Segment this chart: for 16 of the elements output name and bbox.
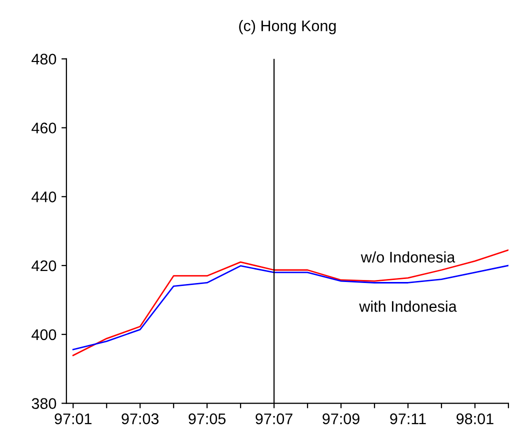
y-tick-label: 440 xyxy=(32,192,56,202)
x-tick-label: 97:07 xyxy=(256,413,292,424)
x-tick-label: 98:01 xyxy=(456,413,494,424)
x-tick-label: 97:01 xyxy=(54,413,92,424)
x-tick-label: 97:05 xyxy=(188,413,226,424)
y-tick-label: 460 xyxy=(32,122,56,134)
y-tick-label: 380 xyxy=(32,398,56,409)
series-label: w/o Indonesia xyxy=(360,251,456,263)
y-tick-label: 480 xyxy=(32,54,56,65)
series-label: with Indonesia xyxy=(359,300,457,312)
y-tick-label: 400 xyxy=(32,329,56,340)
x-tick-label: 97:09 xyxy=(322,413,360,424)
x-tick-label: 97:03 xyxy=(122,413,159,424)
chart-title: (c) Hong Kong xyxy=(239,20,336,34)
x-tick-label: 97:11 xyxy=(390,413,426,424)
y-tick-label: 420 xyxy=(32,260,56,272)
